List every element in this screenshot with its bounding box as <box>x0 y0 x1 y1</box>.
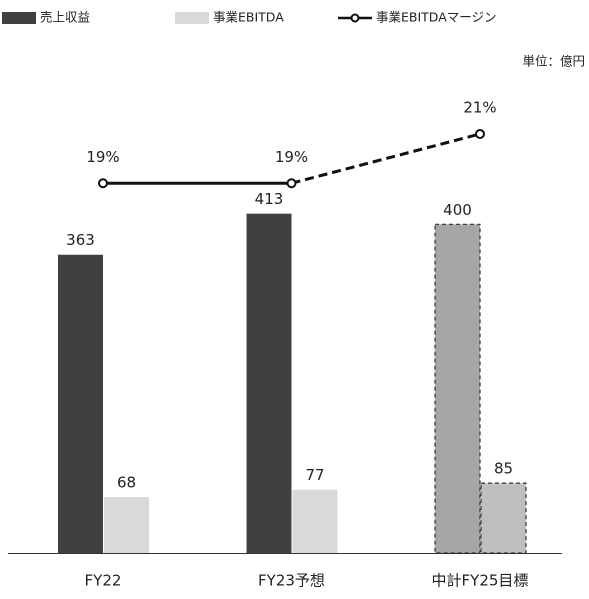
unit-annotation: 単位：億円 <box>522 54 585 69</box>
bar <box>104 497 149 553</box>
data-label: 21% <box>463 98 496 116</box>
legend-label: 事業EBITDA <box>213 10 284 25</box>
bar <box>58 254 103 554</box>
legend-marker <box>350 13 360 23</box>
bar <box>246 213 292 553</box>
legend-label: 売上収益 <box>40 10 90 25</box>
line-segment <box>291 132 481 185</box>
line-point <box>286 178 297 189</box>
legend-swatch <box>175 12 209 24</box>
x-tick-label: FY22 <box>85 572 122 590</box>
bar <box>292 489 338 553</box>
legend-label: 事業EBITDAマージン <box>376 10 497 25</box>
data-label: 19% <box>275 148 308 166</box>
line-point <box>475 128 485 139</box>
data-label: 85 <box>494 460 513 478</box>
x-tick-label: FY23予想 <box>258 572 325 590</box>
x-tick-label: 中計FY25目標 <box>432 572 529 590</box>
data-label: 363 <box>66 231 95 249</box>
data-label: 413 <box>255 190 284 208</box>
line-point <box>98 178 108 189</box>
data-label: 19% <box>86 148 119 166</box>
bar <box>480 482 527 554</box>
data-label: 68 <box>117 474 136 492</box>
legend-swatch <box>2 12 36 24</box>
data-label: 77 <box>305 466 324 484</box>
data-label: 400 <box>443 201 472 219</box>
bar <box>434 223 481 554</box>
